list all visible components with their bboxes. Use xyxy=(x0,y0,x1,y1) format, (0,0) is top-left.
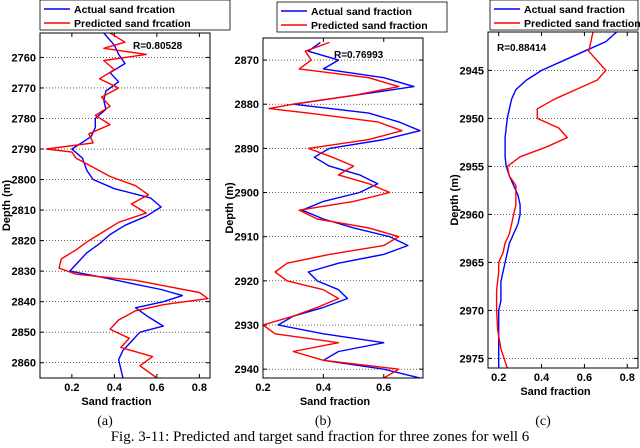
y-tick-label: 2800 xyxy=(12,175,36,187)
chart-panel-1: 2760 2770 2780 2790 2800 2810 2820 2830 2840 2850… xyxy=(1,0,231,429)
x-tick-label: 0.8 xyxy=(192,382,207,394)
y-tick-label: 2850 xyxy=(12,327,36,339)
y-tick-label: 2970 xyxy=(460,305,484,317)
actual-series-line xyxy=(69,33,184,378)
y-tick-label: 2900 xyxy=(235,188,259,200)
actual-series-line xyxy=(498,32,618,368)
y-tick-label: 2840 xyxy=(12,297,36,309)
y-tick-label: 2770 xyxy=(12,83,36,95)
x-tick-label: 0.2 xyxy=(64,382,79,394)
x-tick-label: 0.4 xyxy=(534,372,550,384)
y-tick-label: 2760 xyxy=(12,52,36,64)
y-tick-label: 2930 xyxy=(235,320,259,332)
x-axis-label: Sand fraction xyxy=(300,396,371,408)
x-tick-label: 0.4 xyxy=(316,382,332,394)
panel-label: (b) xyxy=(315,414,332,429)
x-tick-label: 0.4 xyxy=(107,382,123,394)
legend-box xyxy=(39,0,231,31)
panel-label: (c) xyxy=(535,414,551,429)
x-tick-label: 0.6 xyxy=(376,382,391,394)
y-tick-label: 2910 xyxy=(235,232,259,244)
predicted-series-line xyxy=(45,33,209,378)
correlation-label: R=0.76993 xyxy=(334,50,384,61)
y-tick-label: 2820 xyxy=(12,236,36,248)
x-axis-label: Sand fraction xyxy=(81,396,152,408)
correlation-label: R=0.80528 xyxy=(133,41,183,52)
panel-label: (a) xyxy=(97,414,113,429)
chart-panel-2: 2870 2880 2890 2900 2910 2920 2930 2940 0.2 0.4 0.… xyxy=(224,1,448,429)
y-tick-label: 2920 xyxy=(235,276,259,288)
plot-frame xyxy=(487,31,639,369)
y-tick-label: 2890 xyxy=(235,143,259,155)
legend-label: Actual sand fraction xyxy=(524,4,625,16)
x-tick-label: 0.8 xyxy=(620,372,635,384)
legend-box xyxy=(489,0,639,31)
y-tick-label: 2880 xyxy=(235,99,259,111)
legend-label: Predicted sand frcation xyxy=(74,18,191,30)
chart-panel-3: 2945 2950 2955 2960 2965 2970 2975 0.2 0.4 0.6 0.8… xyxy=(449,0,640,429)
y-tick-label: 2955 xyxy=(460,161,484,173)
x-tick-label: 0.2 xyxy=(491,372,506,384)
y-axis-label: Depth (m) xyxy=(449,174,461,226)
y-tick-label: 2810 xyxy=(12,205,36,217)
plot-frame xyxy=(262,37,424,379)
y-tick-label: 2860 xyxy=(12,358,36,370)
y-tick-label: 2960 xyxy=(460,209,484,221)
y-tick-label: 2940 xyxy=(235,364,259,376)
y-axis-label: Depth (m) xyxy=(224,182,236,234)
x-tick-label: 0.6 xyxy=(149,382,164,394)
y-tick-label: 2950 xyxy=(460,113,484,125)
y-tick-label: 2870 xyxy=(235,55,259,67)
predicted-series-line xyxy=(263,41,403,378)
predicted-series-line xyxy=(495,32,607,368)
y-axis-label: Depth (m) xyxy=(1,180,13,232)
y-tick-label: 2790 xyxy=(12,144,36,156)
x-axis-label: Sand fraction xyxy=(520,386,591,398)
legend-label: Predicted sand fraction xyxy=(524,18,640,30)
x-tick-label: 0.6 xyxy=(577,372,592,384)
y-tick-label: 2965 xyxy=(460,257,484,269)
y-tick-label: 2780 xyxy=(12,113,36,125)
x-tick-label: 0.2 xyxy=(255,382,270,394)
y-tick-label: 2830 xyxy=(12,266,36,278)
y-tick-label: 2945 xyxy=(460,65,484,77)
figure-caption: Fig. 3-11: Predicted and target sand fra… xyxy=(111,429,530,445)
plot-frame xyxy=(39,32,211,379)
correlation-label: R=0.88414 xyxy=(497,43,547,54)
y-tick-label: 2975 xyxy=(460,353,484,365)
legend-label: Actual sand fraction xyxy=(311,6,412,18)
legend-box xyxy=(276,1,448,33)
legend-label: Predicted sand fraction xyxy=(311,20,428,32)
legend-label: Actual sand frcation xyxy=(74,4,175,16)
